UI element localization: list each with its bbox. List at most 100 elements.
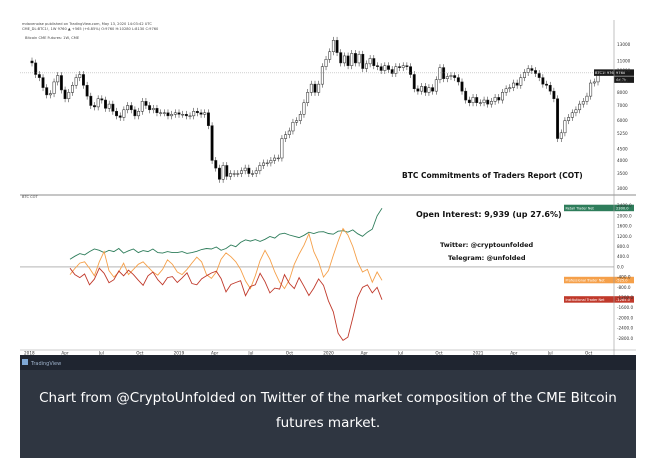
candle-body [467,99,471,103]
candle-body [394,66,398,74]
cot-tick-label: 1200.0 [617,234,632,239]
candle-body [52,81,56,94]
x-tick-label: Jul [98,351,104,356]
chart-background [20,20,636,356]
candle-body [251,173,254,175]
x-tick-label: 2020 [323,351,334,356]
candle-body [331,40,335,53]
symbol-price-tag [594,69,614,76]
tradingview-footer: TradingView [20,355,636,370]
candle-body [78,74,82,78]
candle-body [45,87,49,96]
cot-tick-label: 1600.0 [617,224,632,229]
candle-body [482,99,486,103]
candle-body [74,77,78,86]
candle-body [284,134,288,139]
tradingview-chart: BTC1! 9760 9760 4d 7h Retail Trader Net 230… [20,20,636,356]
candle-body [387,65,390,70]
candle-body [93,105,96,108]
cot-tick-label: 2400.0 [617,203,632,208]
candle-body [155,108,159,114]
candle-body [497,97,501,101]
x-tick-label: Jul [547,351,553,356]
candle-body [431,87,435,92]
price-tick-label: 9000 [617,78,628,83]
candle-body [162,112,166,114]
candle-body [541,77,545,85]
candle-body [320,66,324,85]
cot-value-text: 2300.0 [616,206,629,210]
candle-body [390,69,394,74]
candle-body [559,132,563,139]
candle-body [398,66,401,68]
candle-body [306,92,310,103]
professional-net-line [69,227,383,290]
candle-body [523,72,526,78]
x-tick-label: Apr [361,351,369,356]
x-tick-label: Apr [211,351,219,356]
candle-body [140,101,144,112]
candle-body [434,79,438,92]
candle-body [104,99,107,109]
cot-series-tag [564,204,614,212]
candle-body [184,114,188,117]
candle-body [41,77,45,88]
cot-series-name: Professional Trader Net [566,278,606,282]
candle-body [96,98,100,108]
price-tick-label: 7000 [617,103,628,108]
cot-series-tag [564,276,614,284]
cot-report-title: BTC Commitments of Traders Report (COT) [402,171,583,180]
candle-body [530,68,534,71]
candle-body [240,170,243,174]
candle-body [478,102,482,104]
candle-body [350,53,354,66]
candle-body [342,55,346,64]
candle-body [574,109,578,114]
price-tick-label: 4000 [617,158,628,163]
candle-body [221,165,225,180]
candle-body [567,117,571,121]
candle-body [512,82,515,88]
cot-tick-label: -1200.0 [617,295,633,300]
price-tick-label: 11000 [617,59,631,64]
price-tick-label: 8000 [617,90,628,95]
price-tick-label: 5250 [617,131,628,136]
candle-body [581,101,585,105]
candle-body [82,74,85,86]
candle-body [63,89,67,99]
candle-body [166,112,170,117]
x-tick-label: Jul [247,351,253,356]
candle-body [365,63,368,69]
candle-body [225,165,229,177]
candle-body [309,83,313,93]
candle-body [276,157,280,160]
candle-body [173,112,177,115]
candle-body [188,115,192,117]
candle-body [236,173,240,175]
institutional-net-line [69,267,383,342]
candle-body [302,102,306,115]
candle-body [401,65,405,68]
x-tick-label: Oct [136,351,144,356]
candle-body [181,114,185,116]
tradingview-logo-icon: TradingView [22,359,61,367]
tradingview-brand: TradingView [30,361,61,367]
candle-body [126,105,130,111]
cot-tick-label: 400.0 [617,254,629,259]
candle-body [361,53,365,69]
candle-body [170,114,174,117]
cot-tick-label: 2000.0 [617,213,632,218]
x-tick-label: Oct [435,351,443,356]
candle-body [67,92,71,99]
candle-body [298,114,302,121]
candle-body [232,173,236,175]
candle-body [148,105,152,111]
candle-body [159,112,163,114]
time-left-text: 4d 7h [616,78,626,82]
candle-body [504,88,508,93]
retail-net-line [69,207,383,260]
candle-body [313,83,317,93]
candle-body [151,108,155,111]
candle-body [471,97,475,103]
caption-text: Chart from @CryptoUnfolded on Twitter of… [39,390,617,431]
